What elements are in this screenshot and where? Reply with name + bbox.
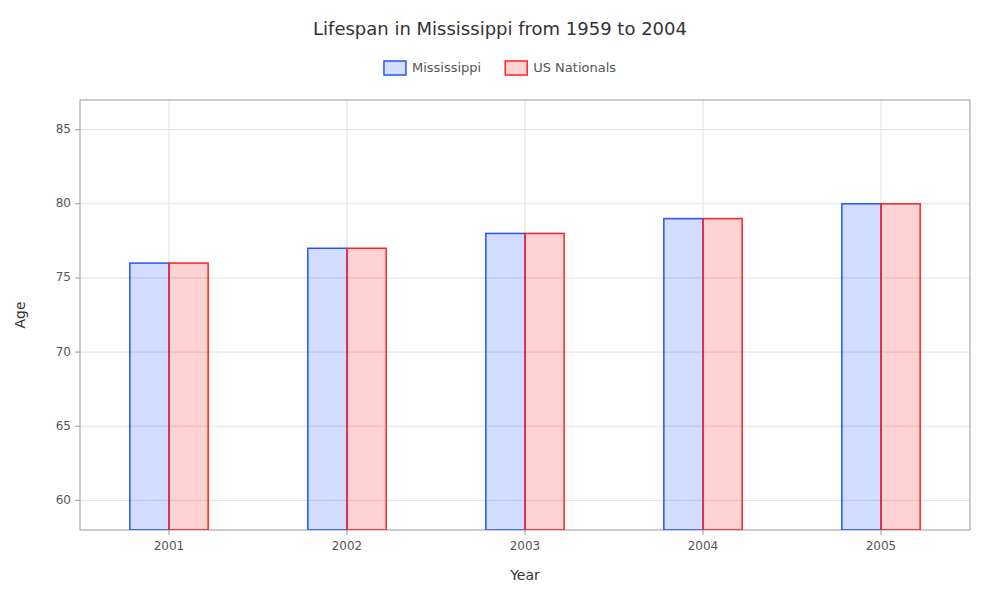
- legend-item: US Nationals: [505, 60, 616, 76]
- y-tick: [75, 352, 80, 353]
- y-tick: [75, 277, 80, 278]
- bar: [308, 248, 347, 530]
- y-tick: [75, 426, 80, 427]
- legend-label: US Nationals: [533, 60, 616, 75]
- y-tick: [75, 129, 80, 130]
- legend-item: Mississippi: [384, 60, 481, 76]
- bar: [525, 233, 564, 530]
- x-tick: [703, 530, 704, 535]
- y-tick: [75, 500, 80, 501]
- chart-container: 60 65 70 75 80 85 2001 2002 2003 2004 2005 Year Age L…: [0, 0, 1000, 600]
- chart-svg: 60 65 70 75 80 85 2001 2002 2003 2004 2005 Year Age L…: [0, 0, 1000, 600]
- y-tick-label: 80: [56, 196, 71, 210]
- x-tick-label: 2003: [510, 539, 541, 553]
- legend-label: Mississippi: [412, 60, 481, 75]
- bar: [486, 233, 525, 530]
- x-tick-label: 2001: [154, 539, 185, 553]
- y-axis-label: Age: [12, 301, 28, 328]
- y-tick-label: 60: [56, 493, 71, 507]
- title: Lifespan in Mississippi from 1959 to 200…: [313, 18, 687, 39]
- plot-frame: [80, 100, 970, 530]
- bar: [881, 204, 920, 530]
- bar: [703, 219, 742, 530]
- y-tick-label: 70: [56, 345, 71, 359]
- bars: [130, 204, 920, 530]
- y-tick-label: 85: [56, 122, 71, 136]
- x-axis-label: Year: [509, 567, 540, 583]
- y-tick-label: 65: [56, 419, 71, 433]
- legend: Mississippi US Nationals: [384, 60, 616, 76]
- x-tick: [881, 530, 882, 535]
- x-tick: [347, 530, 348, 535]
- y-tick-label: 75: [56, 270, 71, 284]
- legend-swatch: [505, 61, 527, 75]
- bar: [842, 204, 881, 530]
- x-tick-label: 2004: [688, 539, 719, 553]
- y-axis: 60 65 70 75 80 85: [56, 122, 80, 507]
- x-tick: [169, 530, 170, 535]
- bar: [664, 219, 703, 530]
- bar: [347, 248, 386, 530]
- x-axis: 2001 2002 2003 2004 2005: [154, 530, 897, 553]
- bar: [169, 263, 208, 530]
- legend-swatch: [384, 61, 406, 75]
- x-tick-label: 2005: [866, 539, 897, 553]
- y-tick: [75, 203, 80, 204]
- grid: [80, 100, 970, 530]
- bar: [130, 263, 169, 530]
- x-tick: [525, 530, 526, 535]
- x-tick-label: 2002: [332, 539, 363, 553]
